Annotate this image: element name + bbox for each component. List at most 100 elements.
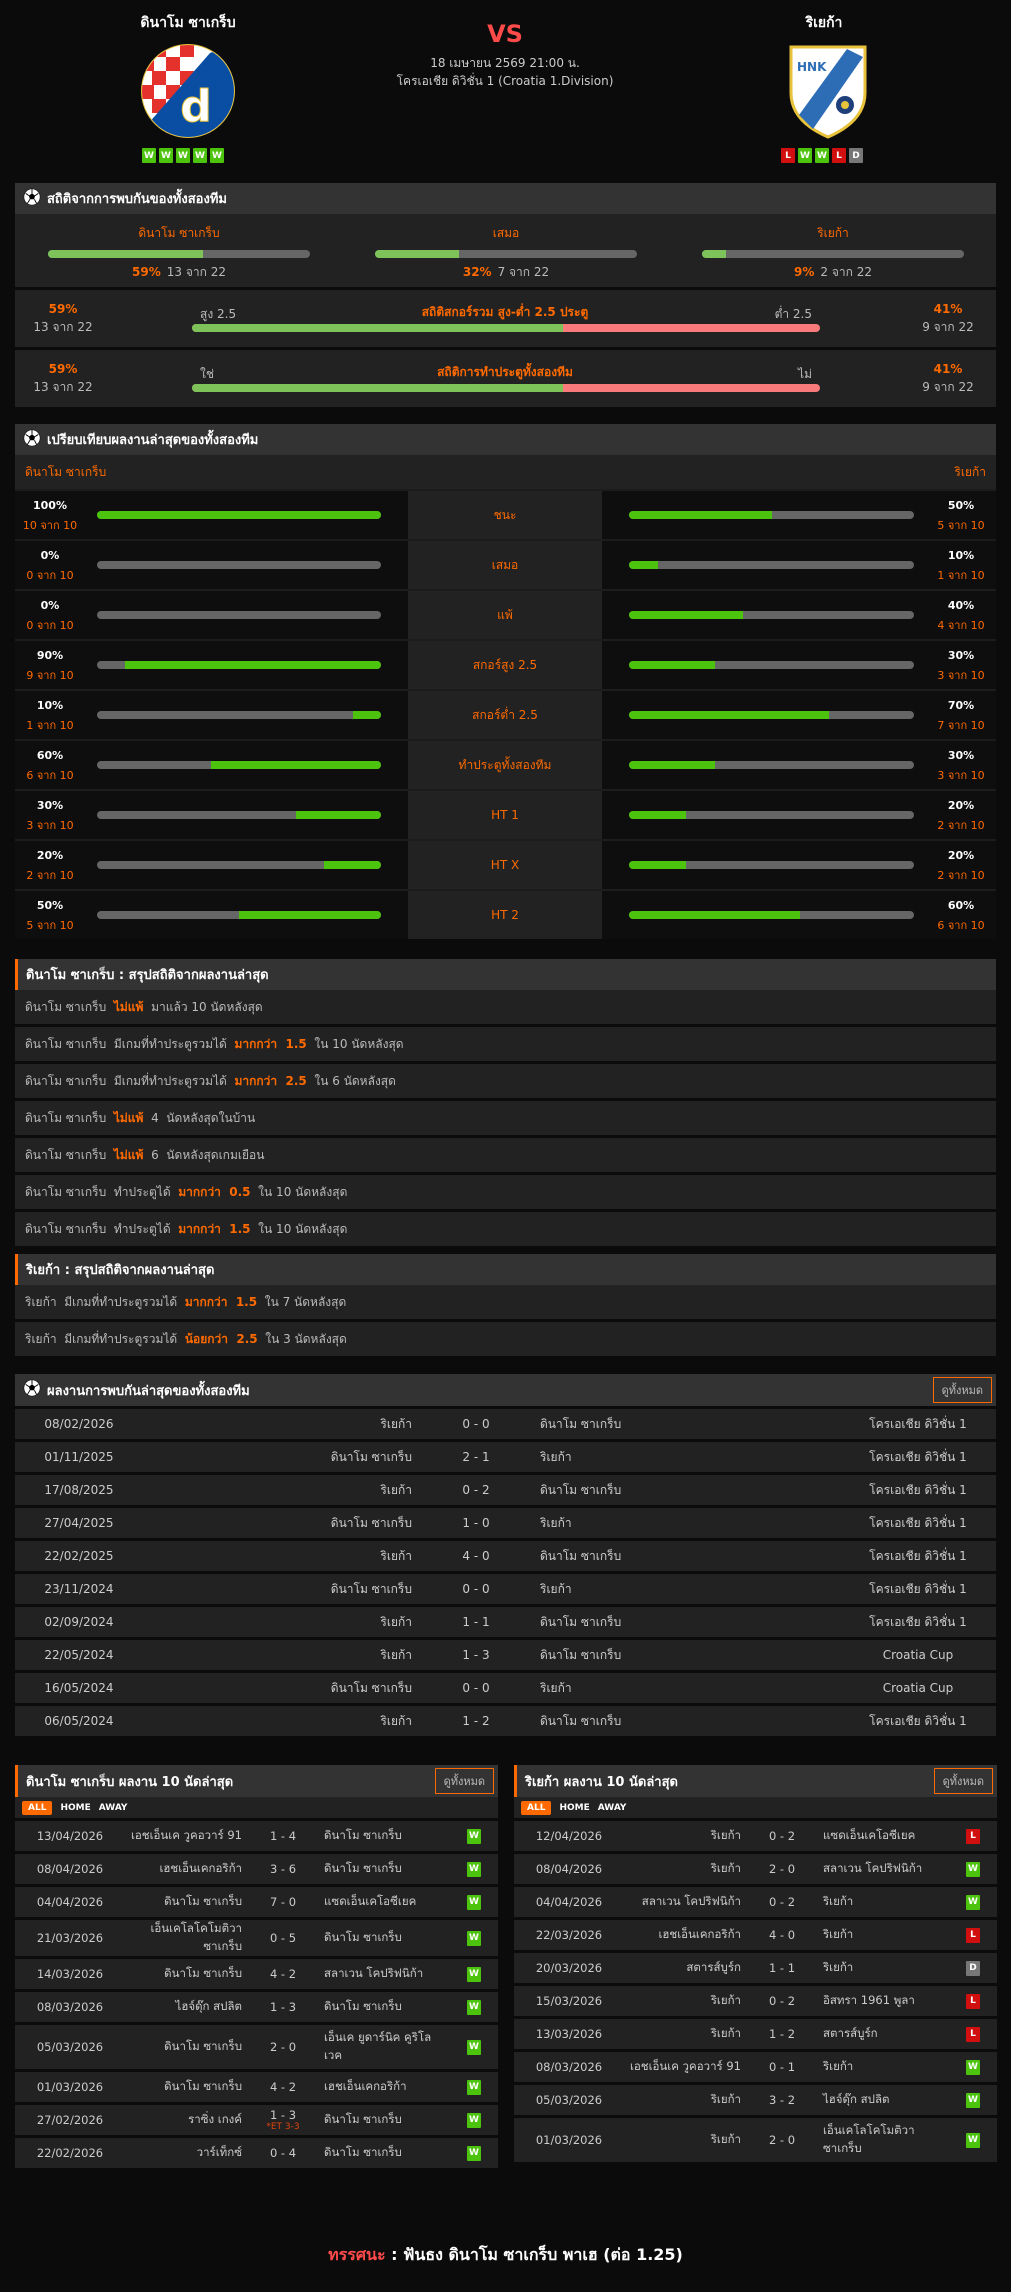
h2h-result-row[interactable]: 23/11/2024 ดินาโม ซาเกร็บ 0 - 0 ริเยก้า โครเ… [15, 1574, 996, 1604]
score: 0 - 0 [462, 1582, 490, 1596]
summary-text: ดินาโม ซาเกร็บ ทำประตูได้ [25, 1184, 179, 1199]
recent-match-row[interactable]: 20/03/2026 สตารส์บูร์ก 1 - 1 ริเยก้า D [514, 1953, 997, 1983]
section-header: สถิติจากการพบกันของทั้งสองทีม [15, 183, 996, 214]
h2h-result-row[interactable]: 08/02/2026 ริเยก้า 0 - 0 ดินาโม ซาเกร็บ โครเ… [15, 1409, 996, 1439]
score: 1 - 2 [462, 1714, 490, 1728]
prediction-label: ทรรศนะ [328, 2245, 386, 2264]
summary-text: ดินาโม ซาเกร็บ มีเกมที่ทำประตูรวมได้ [25, 1073, 235, 1088]
home-team: เอชเอ็นเค วูคอวาร์ 91 [629, 2059, 741, 2073]
stat-row: 59% 13 จาก 22 สูง 2.5 สถิติสกอร์รวม สูง-ต่ำ… [15, 290, 996, 347]
recent-match-row[interactable]: 01/03/2026 ดินาโม ซาเกร็บ 4 - 2 เฮชเอ็นเคกอ… [15, 2072, 498, 2102]
recent-match-row[interactable]: 13/03/2026 ริเยก้า 1 - 2 สตารส์บูร์ก L [514, 2019, 997, 2049]
recent-match-row[interactable]: 08/03/2026 ไฮจ์ดุ๊ก สปลิต 1 - 3 ดินาโม ซาเก… [15, 1992, 498, 2022]
home-count: 1 จาก 10 [26, 719, 74, 732]
home-team: ริเยก้า [380, 1482, 412, 1497]
view-all-button[interactable]: ดูทั้งหมด [434, 1768, 494, 1794]
compare-row: 100% 10 จาก 10 ชนะ 50% 5 จาก 10 [15, 489, 996, 539]
away-bar-fill [629, 711, 829, 719]
away-pct: 40% [947, 599, 975, 612]
away-recent-panel: ริเยก้า ผลงาน 10 นัดล่าสุด ดูทั้งหมด ALL HO… [514, 1765, 997, 2162]
recent-match-row[interactable]: 22/02/2026 วาร์เท็กซ์ 0 - 4 ดินาโม ซาเกร็บ W [15, 2138, 498, 2168]
summary-text: มากกว่า 1.5 [184, 1294, 258, 1309]
competition: โครเอเชีย ดิวิชั่น 1 [869, 1713, 967, 1728]
form-badge: W [193, 148, 207, 163]
competition: โครเอเชีย ดิวิชั่น 1 [869, 1515, 967, 1530]
recent-match-row[interactable]: 21/03/2026 เอ็นเคโลโคโมติวา ซาเกร็บ 0 - 5 ด… [15, 1920, 498, 1956]
away-team: อิสทรา 1961 พูลา [823, 1993, 915, 2007]
score: 0 - 2 [462, 1483, 490, 1497]
left-count: 13 จาก 22 [33, 380, 93, 394]
h2h-result-row[interactable]: 22/05/2024 ริเยก้า 1 - 3 ดินาโม ซาเกร็บ Croa… [15, 1640, 996, 1670]
match-date: 17/08/2025 [44, 1483, 114, 1497]
summary-row: ดินาโม ซาเกร็บ ไม่แพ้ มาแล้ว 10 นัดหลังส… [15, 990, 996, 1024]
h2h-stats-section: สถิติจากการพบกันของทั้งสองทีม ดินาโม ซาเ… [15, 183, 996, 407]
recent-match-row[interactable]: 04/04/2026 ดินาโม ซาเกร็บ 7 - 0 แซดเอ็นเคโอ… [15, 1887, 498, 1917]
away-bar [629, 511, 914, 519]
view-all-button[interactable]: ดูทั้งหมด [932, 1377, 992, 1403]
tab-away[interactable]: AWAY [597, 1802, 627, 1813]
away-team: ดินาโม ซาเกร็บ [540, 1548, 622, 1563]
compare-home-team: ดินาโม ซาเกร็บ [25, 464, 107, 479]
compare-label: ทำประตูทั้งสองทีม [408, 741, 602, 789]
recent-match-row[interactable]: 13/04/2026 เอชเอ็นเค วูคอวาร์ 91 1 - 4 ดินา… [15, 1821, 498, 1851]
summary-text: มากกว่า 2.5 [234, 1073, 307, 1088]
competition: โครเอเชีย ดิวิชั่น 1 [869, 1449, 967, 1464]
recent-match-row[interactable]: 08/03/2026 เอชเอ็นเค วูคอวาร์ 91 0 - 1 ริเย… [514, 2052, 997, 2082]
recent-match-row[interactable]: 22/03/2026 เฮชเอ็นเคกอริก้า 4 - 0 ริเยก้า L [514, 1920, 997, 1950]
h2h-result-row[interactable]: 06/05/2024 ริเยก้า 1 - 2 ดินาโม ซาเกร็บ โครเ… [15, 1706, 996, 1736]
match-date: 27/04/2025 [44, 1516, 114, 1530]
recent-match-row[interactable]: 01/03/2026 ริเยก้า 2 - 0 เอ็นเคโลโคโมติวา ซ… [514, 2118, 997, 2162]
summary-text: มากกว่า 0.5 [178, 1184, 251, 1199]
panel-title: ริเยก้า ผลงาน 10 นัดล่าสุด [525, 1774, 678, 1790]
view-all-button[interactable]: ดูทั้งหมด [933, 1768, 993, 1794]
h2h-result-row[interactable]: 22/02/2025 ริเยก้า 4 - 0 ดินาโม ซาเกร็บ โครเ… [15, 1541, 996, 1571]
tab-away[interactable]: AWAY [98, 1802, 128, 1813]
match-date: 06/05/2024 [44, 1714, 114, 1728]
away-team: ริเยก้า [540, 1449, 572, 1464]
recent-match-row[interactable]: 04/04/2026 สลาเวน โคปริฟนิก้า 0 - 2 ริเยก้า… [514, 1887, 997, 1917]
h2h-result-row[interactable]: 01/11/2025 ดินาโม ซาเกร็บ 2 - 1 ริเยก้า โครเ… [15, 1442, 996, 1472]
away-team: ดินาโม ซาเกร็บ [540, 1614, 622, 1629]
recent-match-row[interactable]: 05/03/2026 ริเยก้า 3 - 2 ไฮจ์ดุ๊ก สปลิต W [514, 2085, 997, 2115]
h2h-result-row[interactable]: 16/05/2024 ดินาโม ซาเกร็บ 0 - 0 ริเยก้า Croa… [15, 1673, 996, 1703]
recent-match-row[interactable]: 15/03/2026 ริเยก้า 0 - 2 อิสทรา 1961 พูลา L [514, 1986, 997, 2016]
recent-match-row[interactable]: 14/03/2026 ดินาโม ซาเกร็บ 4 - 2 สลาเวน โคปร… [15, 1959, 498, 1989]
h2h-result-row[interactable]: 17/08/2025 ริเยก้า 0 - 2 ดินาโม ซาเกร็บ โครเ… [15, 1475, 996, 1505]
away-team: สตารส์บูร์ก [823, 2026, 878, 2040]
home-team: เอชเอ็นเค วูคอวาร์ 91 [130, 1828, 242, 1842]
recent-match-row[interactable]: 27/02/2026 ราซิ่ง เกงค์ 1 - 3 *ET 3-3 ดินาโม… [15, 2105, 498, 2135]
tab-all[interactable]: ALL [22, 1800, 53, 1815]
away-count: 1 จาก 10 [937, 569, 985, 582]
filter-tabs: ALL HOME AWAY [514, 1797, 997, 1818]
home-bar-fill [324, 861, 381, 869]
home-bar [97, 711, 381, 719]
recent-match-row[interactable]: 12/04/2026 ริเยก้า 0 - 2 แซดเอ็นเคโอซีเยค L [514, 1821, 997, 1851]
recent-match-row[interactable]: 08/04/2026 เฮชเอ็นเคกอริก้า 3 - 6 ดินาโม ซา… [15, 1854, 498, 1884]
tab-home[interactable]: HOME [60, 1802, 91, 1813]
home-pct: 50% [36, 899, 64, 912]
summary-row: ดินาโม ซาเกร็บ มีเกมที่ทำประตูรวมได้ มาก… [15, 1064, 996, 1098]
h2h-result-row[interactable]: 27/04/2025 ดินาโม ซาเกร็บ 1 - 0 ริเยก้า โครเ… [15, 1508, 996, 1538]
right-count: 9 จาก 22 [922, 380, 974, 394]
summary-text: ดินาโม ซาเกร็บ [25, 1147, 114, 1162]
outcome-values: 9% 2 จาก 22 [702, 263, 964, 282]
stat-bar-fill [192, 384, 563, 392]
result-badge: W [966, 2132, 980, 2148]
tab-home[interactable]: HOME [559, 1802, 590, 1813]
h2h-result-row[interactable]: 02/09/2024 ริเยก้า 1 - 1 ดินาโม ซาเกร็บ โครเ… [15, 1607, 996, 1637]
summary-text: ใน 10 นัดหลังสุด [306, 1036, 404, 1051]
stat-bar [192, 384, 820, 392]
home-pct: 100% [33, 499, 67, 512]
tab-all[interactable]: ALL [521, 1800, 552, 1815]
section-title: ริเยก้า : สรุปสถิติจากผลงานล่าสุด [26, 1263, 215, 1278]
score: 1 - 0 [462, 1516, 490, 1530]
outcome-bar-fill [375, 250, 459, 258]
outcome-count: 7 จาก 22 [497, 265, 550, 279]
compare-label: สกอร์สูง 2.5 [408, 641, 602, 689]
summary-row: ดินาโม ซาเกร็บ ไม่แพ้ 6 นัดหลังสุดเกมเยื… [15, 1138, 996, 1172]
recent-match-row[interactable]: 08/04/2026 ริเยก้า 2 - 0 สลาเวน โคปริฟนิก้า… [514, 1854, 997, 1884]
recent-match-row[interactable]: 05/03/2026 ดินาโม ซาเกร็บ 2 - 0 เอ็นเค ยูดา… [15, 2025, 498, 2069]
compare-row: 20% 2 จาก 10 HT X 20% 2 จาก 10 [15, 839, 996, 889]
home-pct: 0% [40, 549, 60, 562]
